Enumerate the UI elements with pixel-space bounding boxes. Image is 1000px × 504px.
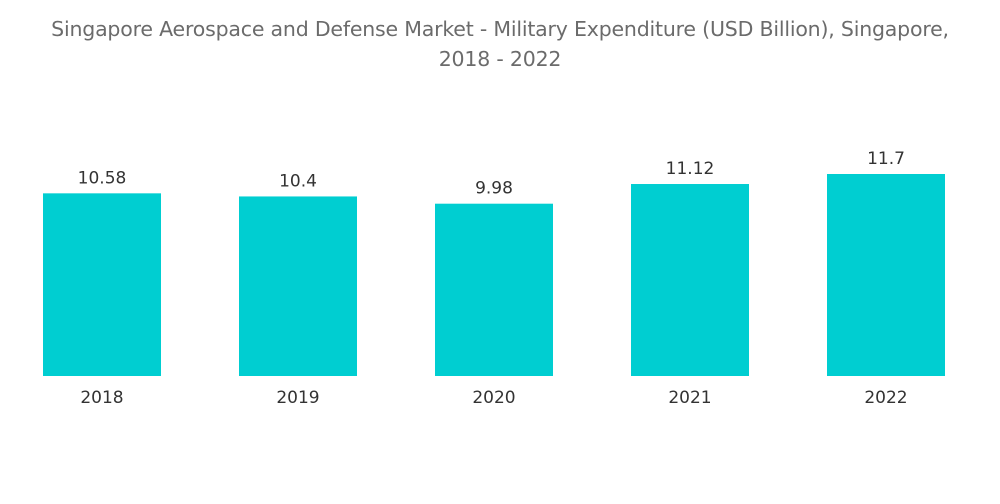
chart-title: Singapore Aerospace and Defense Market -…	[0, 14, 1000, 74]
value-label-2022: 11.7	[867, 149, 905, 169]
bar-2022	[827, 174, 945, 376]
bars-group	[43, 174, 945, 376]
bar-2021	[631, 184, 749, 376]
bar-2018	[43, 193, 161, 376]
chart-title-line-2: 2018 - 2022	[438, 47, 562, 71]
bar-2020	[435, 203, 553, 376]
x-axis-tick-labels: 2018 2019 2020 2021 2022	[80, 388, 907, 408]
x-tick-2019: 2019	[276, 388, 319, 408]
value-label-2019: 10.4	[279, 171, 317, 191]
value-label-2020: 9.98	[475, 179, 513, 199]
bar-2019	[239, 196, 357, 376]
value-labels-group: 10.58 10.4 9.98 11.12 11.7	[78, 149, 905, 199]
x-tick-2020: 2020	[472, 388, 515, 408]
x-tick-2022: 2022	[864, 388, 907, 408]
x-tick-2018: 2018	[80, 388, 123, 408]
x-tick-2021: 2021	[668, 388, 711, 408]
value-label-2021: 11.12	[666, 159, 715, 179]
value-label-2018: 10.58	[78, 168, 127, 188]
chart-title-line-1: Singapore Aerospace and Defense Market -…	[51, 17, 949, 41]
